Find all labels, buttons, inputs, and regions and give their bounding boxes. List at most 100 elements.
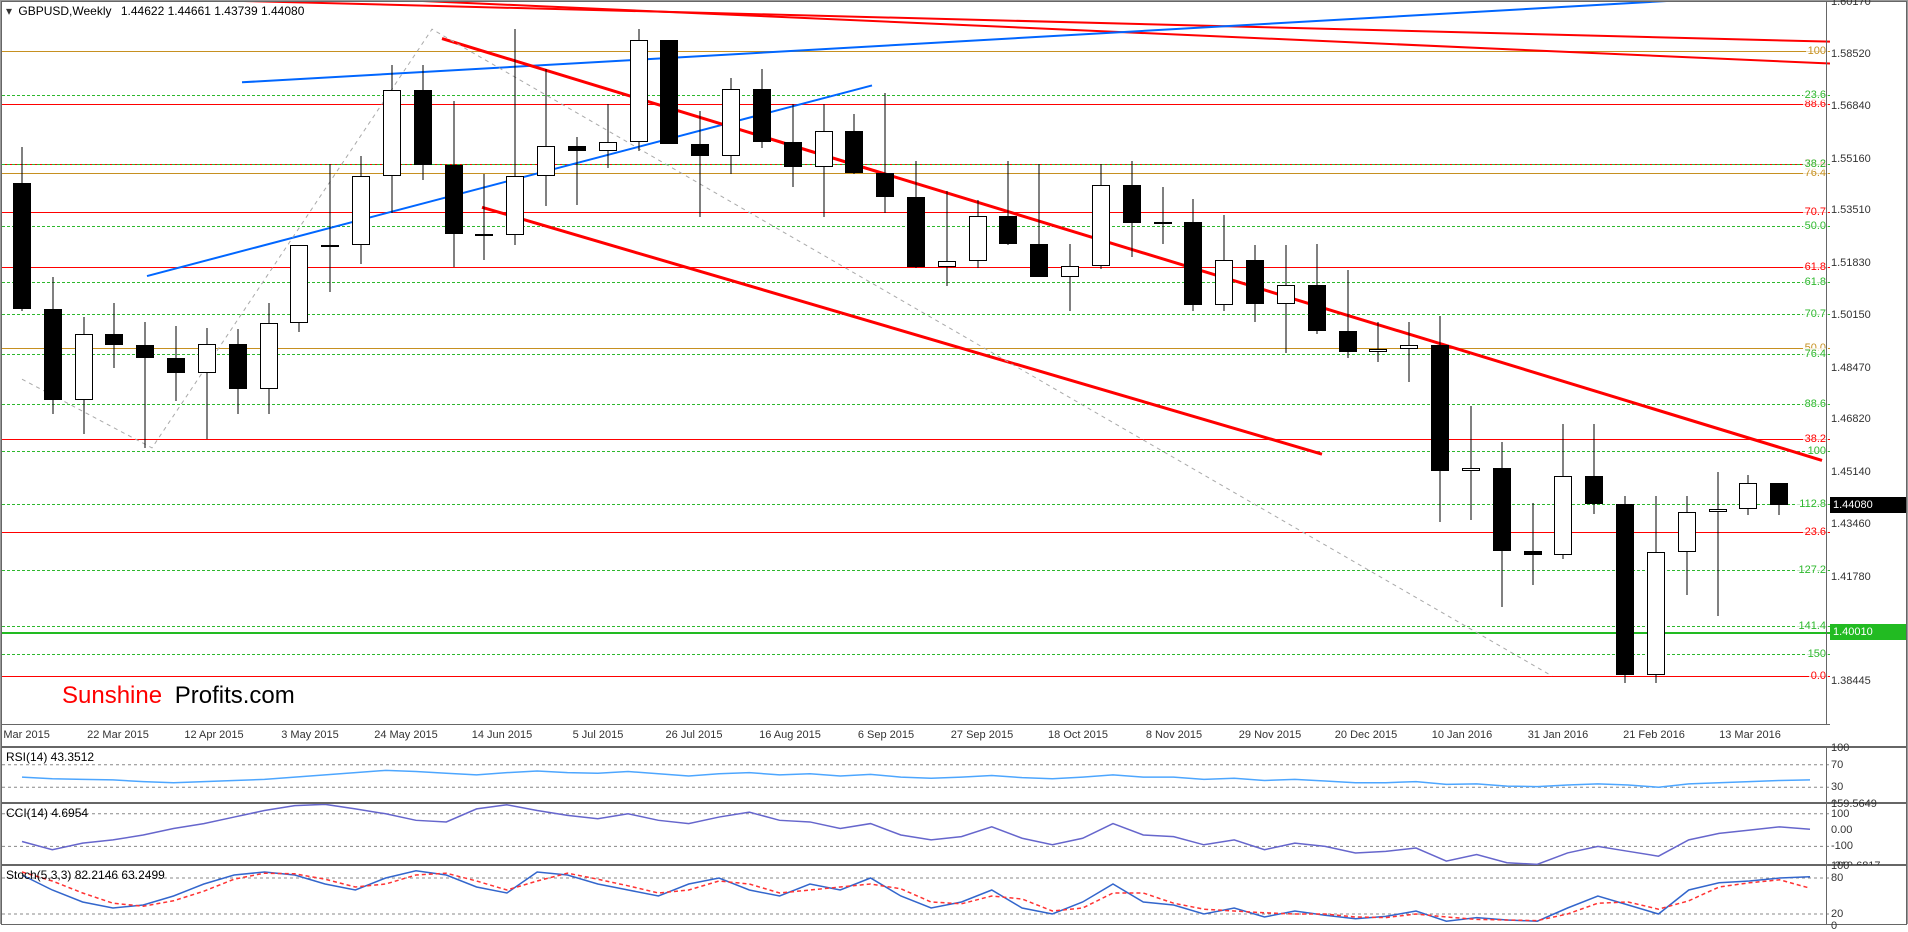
x-tick: 20 Dec 2015 bbox=[1335, 729, 1397, 741]
ind-tick: 20 bbox=[1831, 908, 1843, 920]
x-tick: 14 Jun 2015 bbox=[472, 729, 533, 741]
candle-body bbox=[13, 183, 31, 309]
indicator-line bbox=[22, 770, 1810, 787]
candle-body bbox=[1585, 476, 1603, 504]
y-tick: 1.55160 bbox=[1831, 153, 1871, 165]
candle-body bbox=[1400, 345, 1418, 349]
candle bbox=[1121, 161, 1143, 258]
candle bbox=[319, 164, 341, 292]
candle bbox=[134, 322, 156, 449]
watermark: Sunshine Profits.com bbox=[62, 682, 295, 710]
support-price-badge: 1.40010 bbox=[1830, 624, 1906, 640]
candle bbox=[196, 328, 218, 438]
candle bbox=[504, 29, 526, 245]
fib-label: 127.2 bbox=[1796, 564, 1828, 576]
fib-label: 141.4 bbox=[1796, 620, 1828, 632]
candle-wick bbox=[1717, 472, 1718, 616]
candle bbox=[720, 78, 742, 174]
ind-tick: 0 bbox=[1831, 920, 1837, 932]
cci-chart-area[interactable] bbox=[2, 804, 1830, 864]
candle-body bbox=[1369, 349, 1387, 352]
candle-body bbox=[1431, 345, 1449, 471]
fib-label: 70.7 bbox=[1803, 308, 1828, 320]
candle-body bbox=[1462, 468, 1480, 471]
candle bbox=[1491, 442, 1513, 608]
x-tick: 8 Nov 2015 bbox=[1146, 729, 1202, 741]
y-tick: 1.38445 bbox=[1831, 675, 1871, 687]
candle-body bbox=[1616, 504, 1634, 675]
rsi-y-axis: 10070300 bbox=[1826, 748, 1906, 802]
candle-wick bbox=[607, 104, 608, 168]
candle bbox=[381, 65, 403, 213]
candle bbox=[597, 104, 619, 168]
fib-label: 88.6 bbox=[1803, 398, 1828, 410]
trend-line bbox=[242, 2, 1830, 82]
candle bbox=[936, 191, 958, 286]
candle bbox=[73, 317, 95, 434]
candle-wick bbox=[700, 111, 701, 217]
candle-body bbox=[969, 216, 987, 261]
x-tick: 12 Apr 2015 bbox=[184, 729, 243, 741]
candle bbox=[566, 137, 588, 206]
candle-body bbox=[1123, 185, 1141, 222]
candle-body bbox=[44, 309, 62, 401]
x-tick: 27 Sep 2015 bbox=[951, 729, 1013, 741]
candle bbox=[628, 29, 650, 151]
candle bbox=[874, 93, 896, 213]
price-panel[interactable]: ▾ GBPUSD,Weekly 1.44622 1.44661 1.43739 … bbox=[1, 1, 1907, 747]
candle-body bbox=[352, 176, 370, 245]
candle bbox=[1460, 406, 1482, 520]
candle bbox=[42, 277, 64, 413]
fib-line bbox=[2, 654, 1830, 655]
candle-body bbox=[1246, 260, 1264, 303]
candle-body bbox=[260, 323, 278, 389]
indicator-line bbox=[22, 804, 1810, 864]
collapse-icon[interactable]: ▾ bbox=[6, 4, 12, 18]
rsi-chart-area[interactable] bbox=[2, 748, 1830, 802]
candle bbox=[843, 114, 865, 174]
ind-tick: 80 bbox=[1831, 872, 1843, 884]
y-tick: 1.41780 bbox=[1831, 571, 1871, 583]
stoch-chart-area[interactable] bbox=[2, 866, 1830, 924]
x-tick: 13 Mar 2016 bbox=[1719, 729, 1781, 741]
fib-line bbox=[2, 676, 1830, 677]
candle bbox=[782, 104, 804, 187]
candle bbox=[165, 326, 187, 401]
candle bbox=[1367, 322, 1389, 363]
stoch-panel[interactable]: Stoch(5,3,3) 82.2146 63.2499 10080200 bbox=[1, 865, 1907, 925]
candle bbox=[1090, 164, 1112, 269]
candle-wick bbox=[546, 69, 547, 206]
fib-label: 112.8 bbox=[1797, 498, 1828, 510]
candle bbox=[103, 303, 125, 368]
fib-line bbox=[2, 626, 1830, 627]
ind-tick: 30 bbox=[1831, 781, 1843, 793]
candle-body bbox=[938, 261, 956, 266]
rsi-panel[interactable]: RSI(14) 43.3512 10070300 bbox=[1, 747, 1907, 803]
candle-body bbox=[105, 334, 123, 345]
candle bbox=[1028, 164, 1050, 277]
price-chart-area[interactable]: 10088.623.678.676.438.270.750.061.861.87… bbox=[2, 2, 1830, 746]
cci-panel[interactable]: CCI(14) 4.6954 159.56491000.00-100-219.6… bbox=[1, 803, 1907, 865]
candle-wick bbox=[1378, 322, 1379, 363]
candle bbox=[1614, 496, 1636, 683]
candle-body bbox=[753, 89, 771, 141]
candle-body bbox=[784, 142, 802, 167]
candle-body bbox=[1184, 222, 1202, 305]
candle-wick bbox=[1162, 187, 1163, 244]
candle bbox=[1398, 322, 1420, 383]
fib-line bbox=[2, 95, 1830, 96]
ind-tick: 100 bbox=[1831, 860, 1849, 872]
candle-body bbox=[1061, 266, 1079, 277]
candle bbox=[11, 147, 33, 311]
fib-label: 70.7 bbox=[1803, 206, 1828, 218]
indicator-overlay bbox=[2, 804, 1830, 866]
candle-body bbox=[445, 165, 463, 234]
candle bbox=[443, 101, 465, 267]
candle bbox=[473, 174, 495, 261]
candle-body bbox=[167, 358, 185, 373]
candle bbox=[1645, 496, 1667, 684]
candle-body bbox=[999, 216, 1017, 244]
y-tick: 1.48470 bbox=[1831, 362, 1871, 374]
candle-body bbox=[1647, 552, 1665, 675]
x-tick: 1 Mar 2015 bbox=[0, 729, 50, 741]
